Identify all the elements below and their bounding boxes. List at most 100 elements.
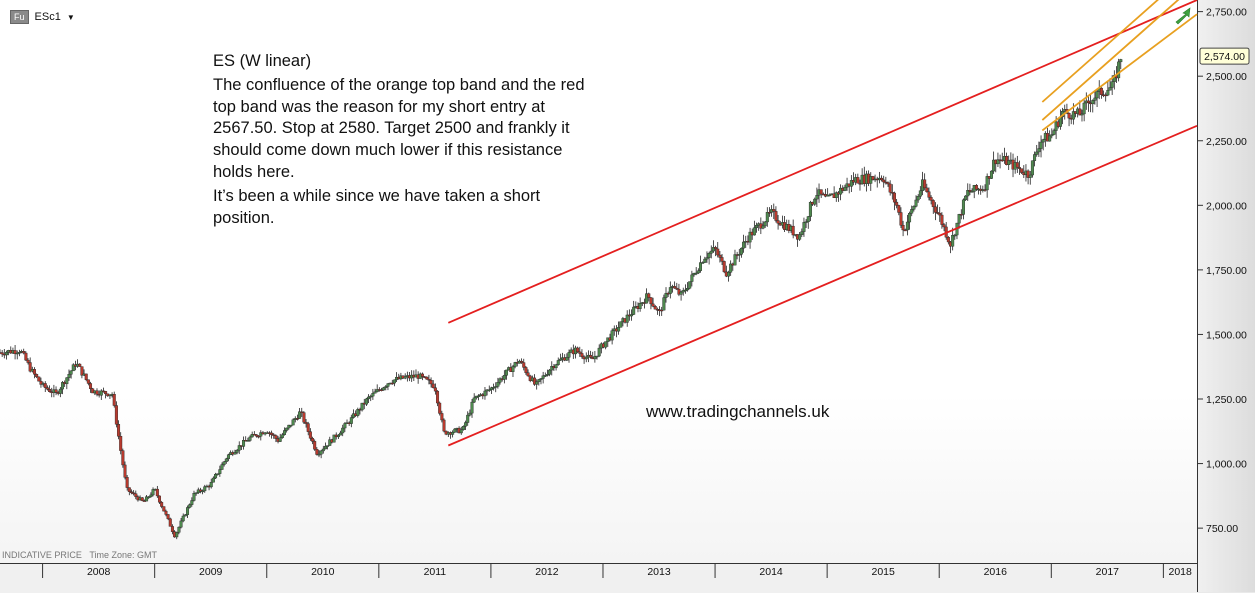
candle	[37, 376, 41, 382]
candle	[86, 379, 90, 386]
symbol-selector[interactable]: Fu ESc1 ▼	[10, 9, 75, 25]
candle-body	[177, 526, 181, 533]
candle	[722, 260, 726, 274]
candle-body	[248, 436, 252, 441]
candle	[903, 228, 907, 232]
x-tick-label: 2011	[424, 566, 447, 578]
candle-body	[1007, 160, 1011, 165]
trendline	[447, 124, 1198, 447]
candle	[17, 349, 21, 357]
candle-body	[80, 366, 84, 376]
candle	[218, 465, 222, 477]
candle-body	[550, 366, 554, 371]
candle	[938, 206, 942, 222]
candle	[946, 236, 950, 245]
candle-body	[179, 520, 183, 528]
candle-body	[326, 445, 330, 447]
candle	[431, 380, 435, 389]
candle-body	[214, 474, 218, 479]
candle	[892, 191, 896, 211]
candle-body	[254, 434, 258, 437]
candle-body	[112, 394, 116, 406]
candle-body	[343, 423, 347, 429]
candle-body	[595, 355, 599, 358]
candle	[742, 234, 746, 253]
candle	[364, 397, 368, 407]
candle-body	[662, 297, 666, 311]
candle-body	[716, 248, 720, 256]
candle-body	[1015, 162, 1019, 168]
candle-body	[828, 194, 832, 197]
candle	[813, 197, 817, 206]
candle	[489, 386, 493, 395]
candle-body	[761, 225, 765, 229]
candle	[183, 514, 187, 517]
candle	[302, 411, 306, 424]
candle-body	[923, 179, 927, 189]
candle-body	[287, 424, 291, 429]
candle-body	[190, 500, 194, 505]
candle	[162, 506, 166, 512]
candle-body	[718, 254, 722, 258]
candle-body	[1110, 81, 1114, 88]
candle-body	[257, 435, 261, 438]
candle-body	[233, 452, 237, 455]
candle-body	[1052, 130, 1056, 135]
candle	[392, 379, 396, 387]
candle	[32, 367, 36, 379]
candle-body	[272, 434, 276, 436]
candle-body	[302, 412, 306, 423]
candle	[216, 473, 220, 476]
candle	[964, 195, 968, 201]
candle-body	[502, 375, 506, 380]
candle-body	[183, 514, 187, 517]
candle	[580, 349, 584, 359]
candle	[707, 251, 711, 265]
candle	[625, 310, 629, 327]
candle	[533, 374, 537, 386]
candle-body	[927, 191, 931, 198]
candle-body	[798, 234, 802, 240]
candle	[886, 181, 890, 187]
candle-body	[548, 369, 552, 375]
candle-body	[556, 360, 560, 365]
candle-body	[1117, 61, 1121, 79]
candle	[800, 228, 804, 238]
candle-body	[431, 383, 435, 388]
candle	[619, 321, 623, 328]
candle	[43, 381, 47, 393]
candle	[369, 394, 373, 402]
candle-body	[714, 247, 718, 250]
candle-body	[1108, 87, 1112, 91]
candle	[319, 449, 323, 459]
candle	[278, 433, 282, 443]
website-watermark: www.tradingchannels.uk	[646, 402, 830, 421]
candle-body	[539, 378, 543, 380]
candle-body	[487, 389, 491, 391]
candle	[451, 430, 455, 438]
arrow-icon	[1175, 7, 1191, 25]
candle	[703, 256, 707, 263]
candle-body	[468, 412, 472, 416]
candle	[132, 490, 136, 496]
last-price-label: 2,574.00	[1204, 51, 1245, 63]
candle-body	[677, 288, 681, 295]
plot-area[interactable]	[0, 0, 1197, 563]
price-axis[interactable]	[1197, 0, 1255, 592]
candle-body	[645, 293, 649, 304]
candle	[888, 180, 892, 196]
candle	[61, 380, 65, 395]
candle-body	[386, 383, 390, 387]
chevron-down-icon[interactable]: ▼	[66, 12, 75, 22]
candle-body	[630, 314, 634, 317]
candle	[502, 370, 506, 384]
candle-body	[155, 488, 159, 497]
candle-body	[895, 201, 899, 206]
last-price-marker: 2,574.00	[1199, 47, 1250, 65]
candle	[959, 209, 963, 220]
x-tick-label: 2014	[759, 566, 783, 578]
candle-body	[929, 197, 933, 201]
time-axis[interactable]	[0, 563, 1197, 593]
candle-body	[765, 212, 769, 223]
candle	[373, 388, 377, 394]
